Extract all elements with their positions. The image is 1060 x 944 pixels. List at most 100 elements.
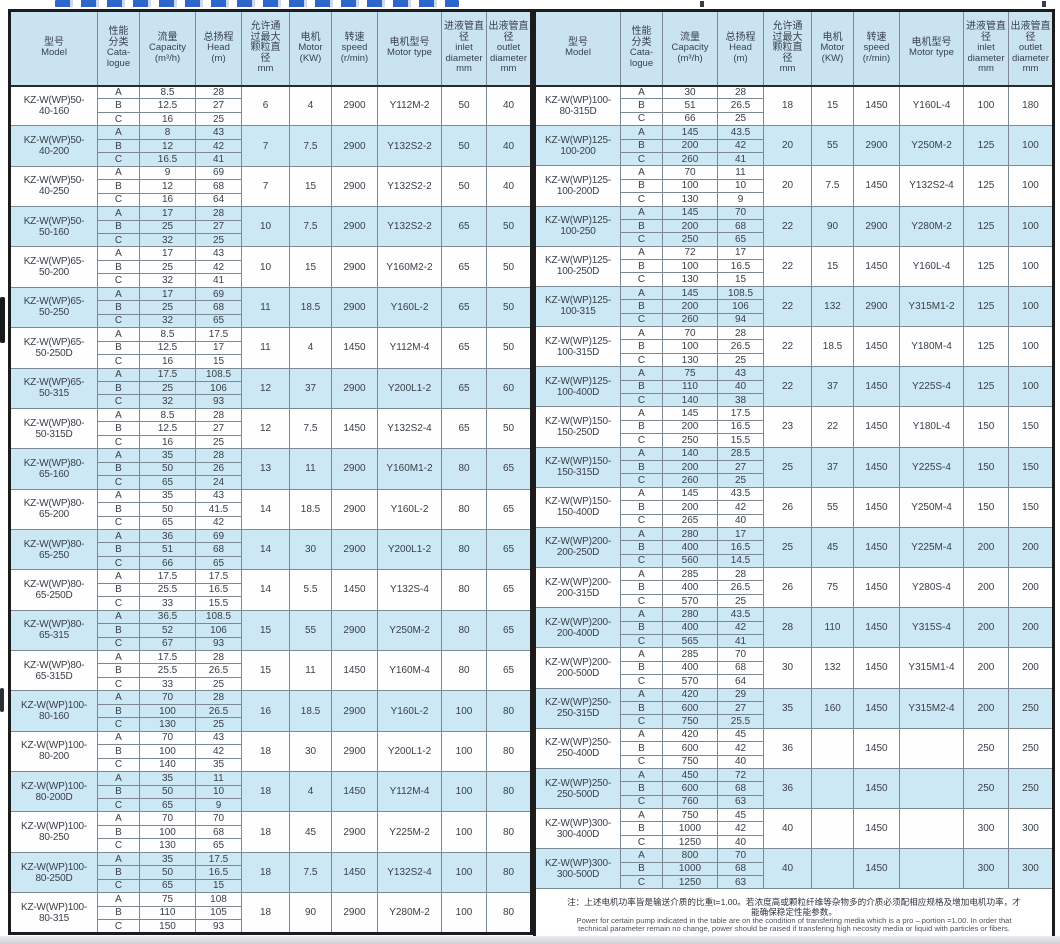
capacity-cell: 140 — [662, 392, 718, 408]
catalogue-cell: C — [620, 714, 663, 729]
speed-cell: 2900 — [331, 609, 378, 652]
capacity-cell: 1000 — [662, 861, 718, 877]
column-header-power: 电机 Motor (KW) — [289, 10, 332, 87]
head-cell: 68 — [195, 542, 242, 557]
column-header-line: 电机型号 — [911, 36, 952, 48]
model-cell: KZ-W(WP)100- 80-200D — [9, 771, 98, 813]
capacity-cell: 70 — [139, 730, 196, 746]
capacity-cell: 110 — [139, 905, 196, 921]
table-row: KZ-W(WP)65- 50-200 A 17 43 10 15 2900 Y160M2-2 65… — [9, 246, 532, 288]
particle-size-cell: 7 — [241, 125, 290, 167]
particle-size-cell: 12 — [241, 367, 290, 409]
head-cell: 35 — [195, 757, 242, 773]
speed-cell: 1450 — [853, 727, 900, 769]
table-row: C 560 14.5 — [535, 553, 1054, 569]
model-label-line: 100-250 — [560, 226, 596, 238]
head-cell: 26.5 — [195, 703, 242, 719]
model-label-line: 200-500D — [556, 667, 600, 679]
head-cell: 65 — [195, 313, 242, 329]
footnote-cell: 注：上述电机功率皆是输送介质的比重t=1.00。若浓度高或颗粒纤维等杂物多的介质… — [534, 888, 1054, 944]
model-cell: KZ-W(WP)125- 100-250D — [534, 245, 621, 287]
model-cell: KZ-W(WP)50- 50-160 — [9, 206, 98, 248]
head-cell: 108.5 — [195, 367, 242, 382]
head-cell: 43 — [195, 246, 242, 261]
catalogue-cell: B — [97, 623, 140, 638]
capacity-cell: 17 — [139, 286, 196, 302]
table-row: C 140 38 — [535, 392, 1054, 408]
table-row: B 100 26.5 — [10, 703, 532, 719]
outlet-diameter-cell: 50 — [486, 407, 532, 450]
model-label-line: KZ-W(WP)200- — [545, 536, 611, 548]
outlet-diameter-cell: 150 — [1008, 446, 1054, 488]
head-cell: 42 — [717, 138, 764, 153]
inlet-diameter-cell: 150 — [963, 486, 1009, 528]
model-label-line: 50-315 — [39, 388, 69, 400]
model-label-line: KZ-W(WP)50- — [23, 94, 85, 106]
table-row: B 200 42 — [535, 500, 1054, 515]
head-cell: 17 — [717, 526, 764, 542]
table-row: C 33 25 — [10, 676, 532, 692]
motor-type-cell: Y200L1-2 — [377, 730, 442, 773]
table-row: KZ-W(WP)125- 100-200 A 145 43.5 20 55 2900 Y250M… — [534, 125, 1054, 167]
head-cell: 45 — [717, 808, 764, 823]
particle-size-cell: 18 — [241, 811, 290, 853]
column-header-line: 电机 — [300, 31, 321, 43]
model-label-line: KZ-W(WP)50- — [23, 215, 85, 227]
capacity-cell: 25 — [139, 259, 196, 275]
capacity-cell: 420 — [662, 727, 718, 743]
model-label-line: 65-315D — [35, 670, 73, 682]
speed-cell: 1450 — [853, 326, 900, 368]
capacity-cell: 145 — [662, 205, 718, 220]
catalogue-cell: C — [97, 676, 140, 692]
motor-type-cell: Y160L-2 — [377, 690, 442, 732]
inlet-diameter-cell: 200 — [963, 607, 1009, 649]
column-header-line: mm — [779, 63, 796, 74]
model-cell: KZ-W(WP)80- 65-250D — [9, 569, 98, 611]
head-cell: 43 — [195, 488, 242, 504]
catalogue-cell: B — [97, 703, 140, 719]
model-cell: KZ-W(WP)80- 65-200 — [9, 488, 98, 530]
speed-cell: 1450 — [853, 165, 900, 207]
head-cell: 106 — [195, 380, 242, 396]
head-cell: 25 — [195, 676, 242, 692]
capacity-cell: 130 — [662, 192, 718, 207]
model-label-line: KZ-W(WP)80- — [23, 619, 85, 631]
capacity-cell: 400 — [662, 540, 718, 555]
column-header-line: (r/min) — [862, 52, 891, 64]
motor-power-cell: 37 — [289, 367, 332, 409]
capacity-cell: 130 — [662, 272, 718, 287]
column-header-line: diameter — [445, 52, 483, 64]
capacity-cell: 1250 — [662, 875, 718, 890]
inlet-diameter-cell: 65 — [441, 206, 487, 248]
motor-power-cell: 90 — [289, 892, 332, 934]
inlet-diameter-cell: 100 — [441, 892, 487, 934]
capacity-cell: 33 — [139, 596, 196, 611]
inlet-diameter-cell: 65 — [441, 246, 487, 288]
inlet-diameter-cell: 65 — [441, 367, 487, 409]
catalogue-cell: A — [97, 327, 140, 342]
catalogue-cell: B — [97, 865, 140, 880]
capacity-cell: 260 — [662, 151, 718, 167]
model-label-line: 300-500D — [556, 868, 600, 880]
particle-size-cell: 18 — [241, 771, 290, 813]
catalogue-cell: A — [97, 851, 140, 867]
table-row: KZ-W(WP)150- 150-400D A 145 43.5 26 55 1450 Y250… — [534, 486, 1054, 528]
motor-power-cell: 45 — [811, 526, 854, 569]
table-row: B 12.5 27 — [10, 421, 532, 436]
capacity-cell: 280 — [662, 607, 718, 622]
outlet-diameter-cell: 65 — [486, 528, 532, 571]
outlet-diameter-cell: 200 — [1008, 647, 1054, 689]
table-row: KZ-W(WP)125- 100-250D A 72 17 22 15 1450 Y160L-4… — [534, 245, 1054, 287]
head-cell: 28 — [195, 84, 242, 100]
capacity-cell: 35 — [139, 851, 196, 867]
capacity-cell: 25.5 — [139, 582, 196, 598]
catalogue-cell: B — [620, 339, 663, 354]
model-label-line: KZ-W(WP)100- — [21, 821, 87, 833]
column-header-speed: 转速 speed (r/min) — [331, 10, 378, 87]
speed-cell: 2900 — [853, 205, 900, 247]
motor-power-cell: 90 — [811, 205, 854, 247]
table-row: KZ-W(WP)100- 80-315 A 75 108 18 90 2900 Y280M-2 1… — [9, 892, 532, 934]
capacity-cell: 17 — [139, 206, 196, 221]
column-header-line: 径 — [1025, 31, 1036, 43]
model-label-line: KZ-W(WP)200- — [545, 616, 611, 628]
